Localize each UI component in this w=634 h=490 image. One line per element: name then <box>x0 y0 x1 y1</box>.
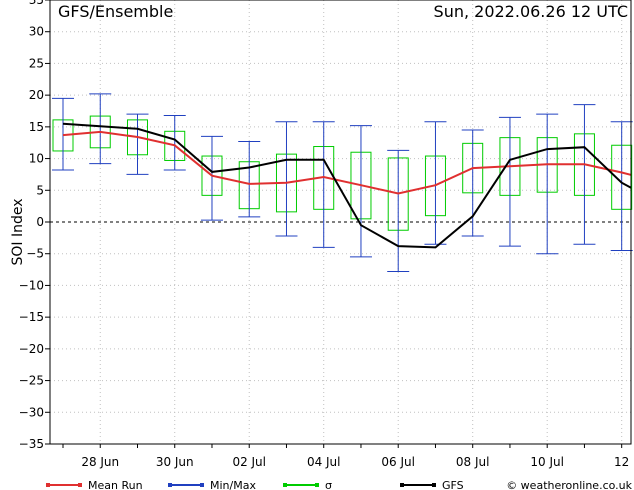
x-tick-label: 30 Jun <box>156 455 194 469</box>
x-tick-label: 28 Jun <box>81 455 119 469</box>
credit-text: © weatheronline.co.uk <box>506 479 632 490</box>
legend-label-sigma: σ <box>325 479 332 490</box>
x-tick-label: 06 Jul <box>381 455 415 469</box>
x-axis-ticks: 28 Jun 30 Jun 02 Jul 04 Jul 06 Jul 08 Jul 10 J… <box>62 444 629 469</box>
legend-marker <box>200 483 204 487</box>
x-tick-label: 04 Jul <box>307 455 341 469</box>
y-tick-label: −10 <box>19 278 44 292</box>
y-tick-label: 10 <box>29 152 44 166</box>
min-max-whiskers <box>52 93 633 272</box>
legend-label-gfs: GFS <box>442 479 464 490</box>
y-tick-label: 35 <box>29 0 44 7</box>
legend-marker <box>400 483 404 487</box>
y-axis-ticks: −35 −30 −25 −20 −15 −10 −5 0 5 10 15 20 25 30 35 <box>19 0 50 451</box>
legend-label-minmax: Min/Max <box>210 479 256 490</box>
x-tick-label: 08 Jul <box>456 455 490 469</box>
x-tick-label: 10 Jul <box>530 455 564 469</box>
mean-series-line <box>62 130 631 195</box>
y-tick-label: −5 <box>26 247 44 261</box>
gfs-series-line <box>62 122 631 249</box>
y-tick-label: 30 <box>29 25 44 39</box>
legend-marker <box>78 483 82 487</box>
x-tick-label: 12 <box>614 455 629 469</box>
y-tick-label: −30 <box>19 405 44 419</box>
series-lines <box>62 122 631 249</box>
sigma-boxes <box>52 115 633 231</box>
y-tick-label: 15 <box>29 120 44 134</box>
legend-label-mean: Mean Run <box>88 479 143 490</box>
y-tick-label: 25 <box>29 56 44 70</box>
y-tick-label: −35 <box>19 437 44 451</box>
legend-marker <box>283 483 287 487</box>
y-tick-label: 20 <box>29 88 44 102</box>
legend-marker <box>168 483 172 487</box>
y-tick-label: 5 <box>36 183 44 197</box>
legend-marker <box>46 483 50 487</box>
y-tick-label: 0 <box>36 215 44 229</box>
y-axis-label: SOI Index <box>10 198 26 265</box>
legend: Mean Run Min/Max σ GFS <box>46 479 464 490</box>
chart-title: GFS/Ensemble <box>58 2 173 21</box>
y-tick-label: −25 <box>19 374 44 388</box>
x-tick-label: 02 Jul <box>232 455 266 469</box>
legend-marker <box>432 483 436 487</box>
run-timestamp: Sun, 2022.06.26 12 UTC <box>434 2 628 21</box>
y-tick-label: −15 <box>19 310 44 324</box>
grid <box>50 0 631 444</box>
y-tick-label: −20 <box>19 342 44 356</box>
legend-marker <box>315 483 319 487</box>
